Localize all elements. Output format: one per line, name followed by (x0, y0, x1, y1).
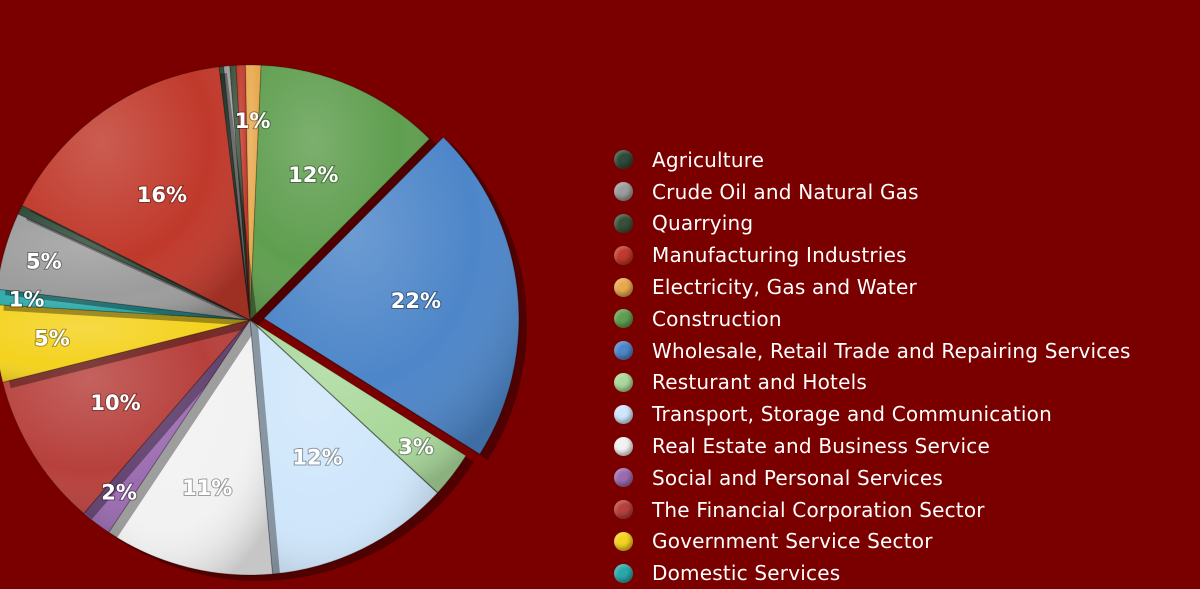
slice-highlight (18, 205, 250, 320)
legend-label: Agriculture (652, 147, 765, 172)
legend-swatch (614, 150, 633, 170)
slice-highlight (236, 65, 250, 320)
slice-highlight (250, 65, 430, 321)
legend-label: Domestic Services (652, 561, 841, 586)
slice-highlight (0, 289, 250, 320)
legend-swatch (614, 563, 633, 583)
slice-data-label: 5% (34, 326, 70, 350)
legend-item: Transport, Storage and Communication (614, 398, 1131, 430)
legend-label: Social and Personal Services (652, 465, 943, 490)
legend-item: Domestic Services (614, 557, 1131, 589)
legend-label: Government Service Sector (652, 529, 933, 554)
slice-highlight (229, 65, 250, 320)
legend-item: Crude Oil and Natural Gas (614, 176, 1131, 208)
legend-label: Resturant and Hotels (652, 370, 867, 395)
slice-data-label: 11% (182, 476, 232, 500)
slice-highlight (250, 320, 438, 575)
legend-swatch (614, 404, 633, 424)
slice-highlight (223, 65, 250, 320)
pie-slices (0, 64, 527, 581)
slice-highlight (0, 304, 250, 383)
slice-data-label: 12% (288, 163, 338, 187)
legend-swatch (614, 341, 633, 361)
slice-highlight (83, 320, 250, 533)
slice-data-label: 3% (398, 435, 434, 459)
legend-swatch (614, 500, 633, 520)
legend-label: Quarrying (652, 211, 754, 236)
slice-data-label: 22% (391, 289, 441, 313)
legend-swatch (614, 182, 633, 202)
legend-swatch (614, 213, 633, 233)
legend-label: Electricity, Gas and Water (652, 275, 917, 300)
slice-highlight (250, 320, 466, 493)
slice-data-label: 12% (292, 445, 342, 469)
chart-legend: Agriculture Crude Oil and Natural Gas Quar… (614, 144, 1131, 589)
legend-item: Manufacturing Industries (614, 239, 1131, 271)
slice-highlight (22, 66, 250, 321)
legend-item: Real Estate and Business Service (614, 430, 1131, 462)
slice-data-label: 1% (9, 288, 45, 312)
legend-label: Real Estate and Business Service (652, 434, 990, 459)
legend-item: The Financial Corporation Sector (614, 494, 1131, 526)
legend-label: Crude Oil and Natural Gas (652, 179, 919, 204)
legend-swatch (614, 436, 633, 456)
slice-data-label: 5% (26, 250, 62, 274)
slice-data-label: 16% (137, 183, 187, 207)
legend-label: Wholesale, Retail Trade and Repairing Se… (652, 338, 1131, 363)
legend-swatch (614, 468, 633, 488)
legend-item: Government Service Sector (614, 526, 1131, 558)
legend-label: Construction (652, 306, 782, 331)
slice-highlight (263, 137, 519, 455)
slice-highlight (218, 66, 250, 320)
pie-plot-area: 1% 12% 22% 3% 12% 11% 2% 10% 5% 1% 5% 16% (0, 64, 527, 581)
legend-item: Resturant and Hotels (614, 367, 1131, 399)
slice-highlight (108, 320, 273, 575)
legend-swatch (614, 245, 633, 265)
legend-item: Construction (614, 303, 1131, 335)
legend-label: The Financial Corporation Sector (652, 497, 985, 522)
slice-highlight (2, 320, 251, 514)
legend-swatch (614, 277, 633, 297)
slice-data-label: 10% (90, 391, 140, 415)
slice-data-label: 2% (101, 481, 137, 505)
slice-highlight (245, 64, 262, 320)
legend-item: Quarrying (614, 208, 1131, 240)
legend-label: Transport, Storage and Communication (652, 402, 1052, 427)
legend-swatch (614, 372, 633, 392)
slice-highlight (0, 213, 250, 320)
slice-data-label: 1% (235, 109, 271, 133)
legend-item: Agriculture (614, 144, 1131, 176)
legend-swatch (614, 309, 633, 329)
legend-swatch (614, 531, 633, 551)
legend-label: Manufacturing Industries (652, 243, 907, 268)
legend-item: Social and Personal Services (614, 462, 1131, 494)
legend-item: Electricity, Gas and Water (614, 271, 1131, 303)
pie-slice-labels: 1% 12% 22% 3% 12% 11% 2% 10% 5% 1% 5% 16% (8, 108, 442, 506)
legend-item: Wholesale, Retail Trade and Repairing Se… (614, 335, 1131, 367)
